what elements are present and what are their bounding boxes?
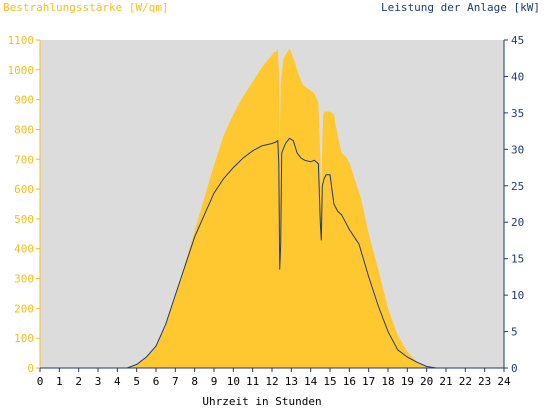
x-tick-label: 24 bbox=[497, 375, 511, 388]
right-axis-title: Leistung der Anlage [kW] bbox=[381, 1, 540, 14]
x-tick-label: 16 bbox=[343, 375, 356, 388]
y1-tick-label: 400 bbox=[14, 243, 34, 256]
x-tick-label: 3 bbox=[95, 375, 102, 388]
x-tick-label: 4 bbox=[114, 375, 121, 388]
y2-tick-label: 5 bbox=[511, 326, 518, 339]
y1-tick-label: 900 bbox=[14, 94, 34, 107]
irradiance-area bbox=[40, 48, 504, 369]
y1-tick-label: 600 bbox=[14, 183, 34, 196]
x-tick-label: 6 bbox=[153, 375, 160, 388]
y1-tick-label: 0 bbox=[27, 362, 34, 375]
y1-tick-label: 100 bbox=[14, 332, 34, 345]
y1-tick-label: 1100 bbox=[8, 34, 35, 47]
y1-tick-label: 500 bbox=[14, 213, 34, 226]
x-tick-label: 2 bbox=[75, 375, 82, 388]
y2-tick-label: 15 bbox=[511, 253, 524, 266]
x-tick-label: 0 bbox=[37, 375, 44, 388]
x-tick-label: 18 bbox=[381, 375, 394, 388]
y2-tick-label: 20 bbox=[511, 216, 524, 229]
x-tick-label: 9 bbox=[211, 375, 218, 388]
left-axis-title: Bestrahlungsstärke [W/qm] bbox=[3, 1, 169, 14]
x-tick-label: 11 bbox=[246, 375, 259, 388]
x-tick-label: 1 bbox=[56, 375, 63, 388]
y2-tick-label: 30 bbox=[511, 143, 524, 156]
x-tick-label: 20 bbox=[420, 375, 433, 388]
x-tick-label: 10 bbox=[227, 375, 240, 388]
y2-tick-label: 0 bbox=[511, 362, 518, 375]
y2-tick-label: 45 bbox=[511, 34, 524, 47]
y2-tick-label: 25 bbox=[511, 180, 524, 193]
power-line bbox=[40, 137, 504, 369]
x-tick-label: 21 bbox=[439, 375, 452, 388]
x-tick-label: 7 bbox=[172, 375, 179, 388]
x-tick-label: 5 bbox=[133, 375, 140, 388]
x-tick-label: 23 bbox=[478, 375, 491, 388]
x-tick-label: 15 bbox=[323, 375, 336, 388]
y2-tick-label: 10 bbox=[511, 289, 524, 302]
y1-tick-label: 300 bbox=[14, 273, 34, 286]
x-tick-label: 13 bbox=[285, 375, 298, 388]
x-tick-label: 14 bbox=[304, 375, 318, 388]
y1-tick-label: 700 bbox=[14, 153, 34, 166]
y1-tick-label: 200 bbox=[14, 302, 34, 315]
x-tick-label: 19 bbox=[401, 375, 414, 388]
x-tick-label: 8 bbox=[191, 375, 198, 388]
x-tick-label: 22 bbox=[459, 375, 472, 388]
y2-tick-label: 40 bbox=[511, 70, 524, 83]
x-axis-label: Uhrzeit in Stunden bbox=[202, 395, 321, 408]
y2-tick-label: 35 bbox=[511, 107, 524, 120]
x-tick-label: 12 bbox=[265, 375, 278, 388]
y1-tick-label: 1000 bbox=[8, 64, 35, 77]
y1-tick-label: 800 bbox=[14, 123, 34, 136]
x-tick-label: 17 bbox=[362, 375, 375, 388]
